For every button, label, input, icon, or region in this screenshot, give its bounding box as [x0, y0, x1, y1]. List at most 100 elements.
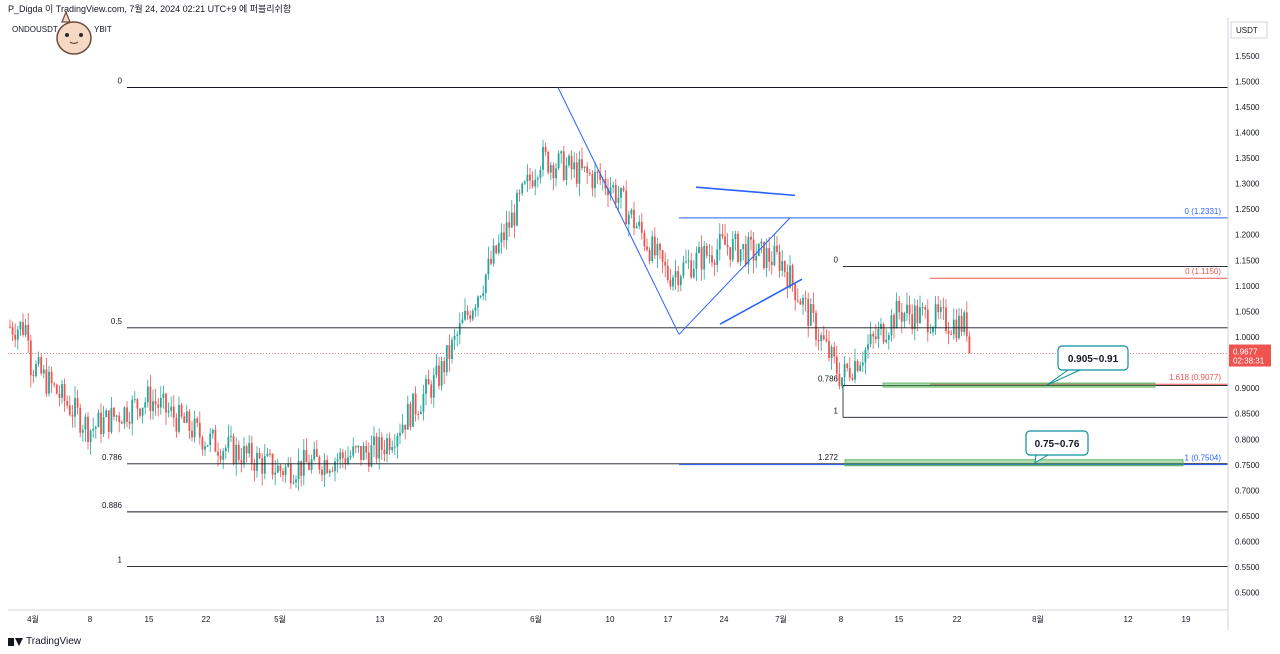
currency-badge[interactable]: [1230, 21, 1268, 39]
candle-body: [245, 446, 248, 454]
time-tick-label: 17: [664, 615, 673, 624]
candle-body: [547, 152, 550, 173]
candle-body: [737, 233, 739, 262]
candle-body: [661, 250, 664, 262]
candle-body: [362, 445, 365, 461]
candle-body: [123, 407, 126, 424]
candle-body: [328, 470, 331, 473]
candle-body: [544, 146, 547, 153]
candle-body: [66, 401, 69, 406]
candle-body: [744, 244, 747, 265]
candle-body: [781, 261, 784, 271]
target-zone-upper[interactable]: [882, 382, 1156, 388]
candle-body: [300, 460, 303, 476]
candle-body: [903, 313, 906, 322]
candle-body: [627, 214, 630, 225]
candle-body: [490, 258, 492, 264]
candle-body: [445, 345, 448, 373]
price-axis[interactable]: USDT 1.5500 1.5000 1.4500 1.4000 1.3500 1.3000…: [1229, 21, 1271, 598]
tradingview-logo[interactable]: TradingView: [8, 630, 81, 654]
candle-body: [456, 334, 459, 336]
trend-line-up[interactable]: [678, 217, 791, 335]
candle-body: [230, 435, 232, 437]
target-zone-lower[interactable]: [844, 459, 1184, 467]
candle-body: [438, 365, 440, 386]
candle-body: [700, 247, 703, 270]
candle-body: [334, 461, 336, 472]
candle-body: [196, 418, 199, 423]
candle-body: [822, 335, 825, 340]
candle-body: [406, 403, 409, 430]
price-tick-label: 0.5500: [1235, 563, 1260, 572]
candle-body: [115, 415, 118, 417]
candle-body: [373, 436, 375, 446]
candle-body: [513, 212, 516, 226]
candle-body: [380, 437, 383, 450]
candle-body: [656, 243, 659, 256]
candle-body: [911, 314, 914, 330]
candle-body: [484, 274, 487, 293]
candle-body: [53, 383, 56, 385]
trend-line-down[interactable]: [557, 87, 680, 335]
candle-body: [97, 412, 100, 427]
candle-body: [487, 258, 490, 275]
candle-body: [409, 403, 412, 427]
candle-body: [846, 363, 849, 369]
candle-body: [313, 449, 316, 460]
candle-body: [482, 292, 485, 297]
price-tick-label: 0.7500: [1235, 461, 1260, 470]
candle-body: [308, 462, 310, 470]
time-tick-label: 22: [953, 615, 962, 624]
candle-body: [50, 371, 53, 384]
candle-body: [271, 453, 274, 475]
candle-body: [583, 166, 586, 168]
mascot-sticker: [52, 8, 96, 58]
callout-lower[interactable]: 0.75~0.76: [1025, 430, 1089, 464]
candle-body: [640, 221, 643, 233]
candle-body: [885, 339, 888, 343]
symbol-label[interactable]: ONDOUSDT: [12, 25, 58, 34]
candle-body: [607, 188, 609, 196]
candle-body: [890, 315, 893, 336]
candle-body: [947, 330, 950, 334]
candle-body: [206, 445, 209, 447]
callout-upper[interactable]: 0.905~0.91: [1046, 345, 1129, 386]
time-axis[interactable]: 4월 8 15 22 5월 13 20 6월 10 17 24 7월 8 15 22 8월 12 19: [27, 614, 1191, 624]
candle-body: [282, 471, 284, 476]
candle-body: [682, 262, 685, 277]
candle-body: [760, 241, 763, 244]
chart-header: P_Digda 이 TradingView.com, 7월 24, 2024 0…: [0, 0, 1280, 18]
candle-body: [42, 369, 45, 374]
candle-body: [612, 184, 615, 188]
triangle-lower-line[interactable]: [719, 278, 803, 325]
callout-text: 0.75~0.76: [1035, 439, 1080, 450]
candle-body: [713, 262, 716, 265]
triangle-upper-line[interactable]: [695, 186, 796, 197]
price-tick-label: 1.3500: [1235, 154, 1260, 163]
candle-body: [965, 312, 968, 337]
candle-body: [942, 307, 945, 309]
candle-body: [916, 305, 919, 324]
candle-body: [937, 304, 940, 313]
candle-body: [157, 404, 160, 408]
candle-body: [76, 398, 79, 408]
candle-body: [908, 304, 911, 315]
candle-body: [321, 469, 323, 475]
candle-body: [900, 312, 903, 322]
candle-body: [864, 349, 867, 363]
candle-body: [14, 334, 17, 340]
candle-body: [128, 421, 131, 424]
candle-body: [531, 180, 534, 187]
candle-body: [726, 244, 729, 248]
time-tick-label: 13: [376, 615, 385, 624]
candle-body: [292, 482, 295, 484]
candle-body: [687, 260, 690, 262]
candle-body: [492, 245, 495, 264]
candle-body: [22, 321, 24, 335]
exchange-label: YBIT: [94, 25, 112, 34]
candle-body: [653, 236, 656, 256]
candle-body: [578, 159, 581, 184]
candle-body: [815, 312, 817, 340]
candle-body: [170, 406, 173, 411]
